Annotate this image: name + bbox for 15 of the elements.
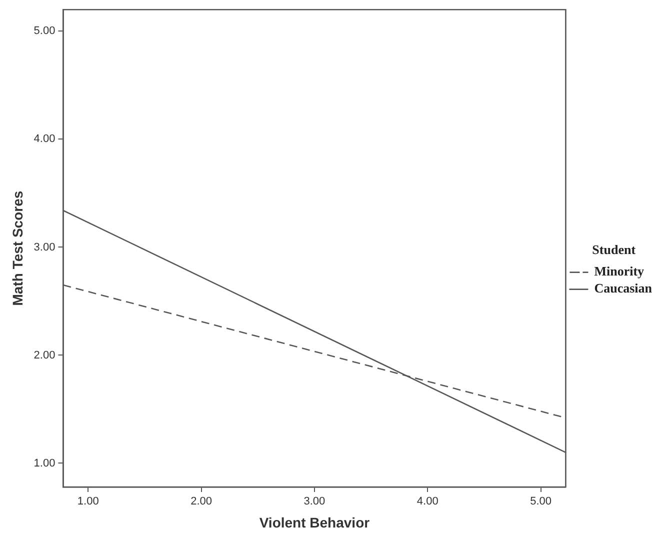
x-tick-label: 3.00 <box>304 496 326 508</box>
y-tick-label: 5.00 <box>34 25 56 38</box>
y-tick-label: 1.00 <box>34 457 56 470</box>
legend-title: Student <box>592 242 636 258</box>
y-tick-label: 2.00 <box>34 349 56 362</box>
x-axis-title: Violent Behavior <box>259 514 370 530</box>
y-tick-label: 4.00 <box>34 133 56 146</box>
legend-label: Minority <box>594 264 645 279</box>
y-axis-title: Math Test Scores <box>9 190 26 306</box>
x-tick-label: 1.00 <box>77 496 99 508</box>
x-tick-label: 5.00 <box>530 496 552 508</box>
x-tick-label: 4.00 <box>416 496 438 508</box>
legend-label: Caucasian <box>594 280 653 296</box>
y-tick-label: 3.00 <box>34 241 56 254</box>
x-tick-label: 2.00 <box>190 496 212 508</box>
